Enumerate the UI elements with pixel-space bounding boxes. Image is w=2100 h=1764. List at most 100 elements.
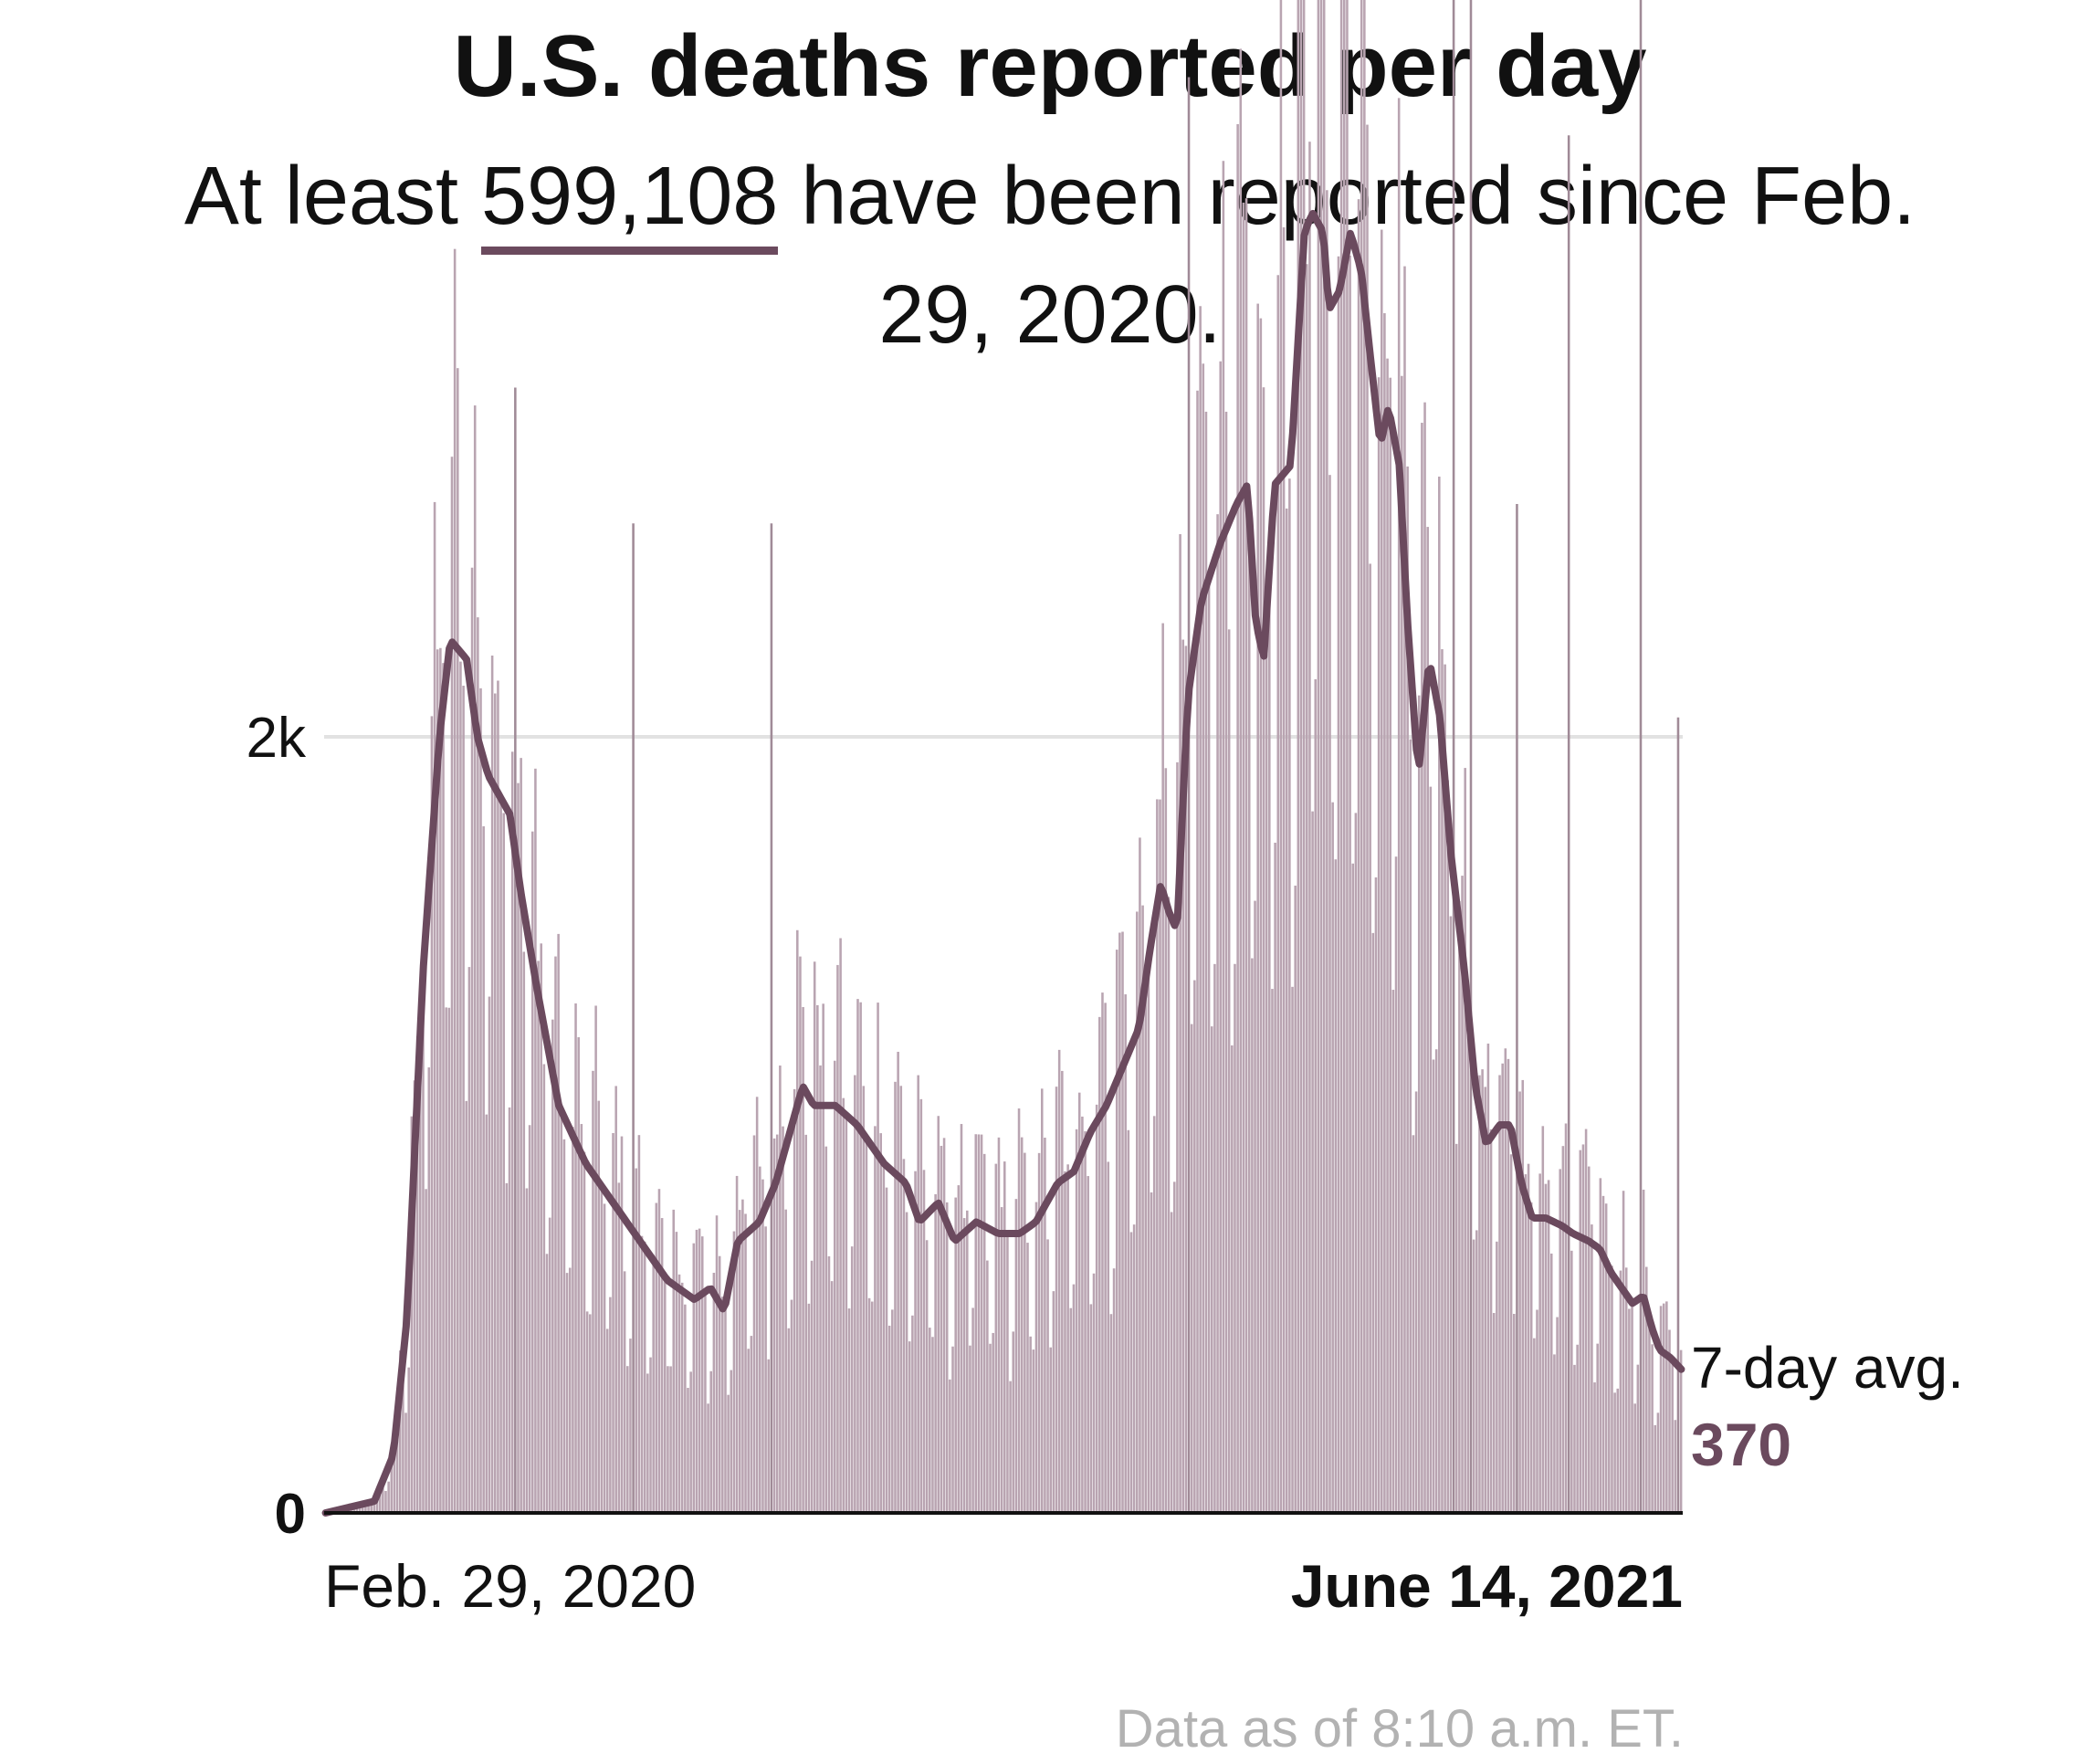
daily-bar xyxy=(459,661,462,1513)
daily-bar xyxy=(1501,1063,1504,1513)
daily-bar xyxy=(589,1314,592,1513)
daily-bar xyxy=(447,1007,451,1513)
daily-bar xyxy=(597,1100,601,1513)
daily-bar xyxy=(1354,813,1358,1513)
daily-bar xyxy=(879,1133,882,1513)
daily-bar xyxy=(1604,1203,1608,1513)
daily-bar xyxy=(1222,161,1225,1514)
daily-bar xyxy=(554,956,557,1513)
daily-bar xyxy=(1136,911,1139,1513)
daily-bar xyxy=(971,1307,974,1513)
daily-bar xyxy=(770,523,773,1513)
daily-bar xyxy=(755,1097,759,1513)
daily-bar xyxy=(427,1067,431,1513)
daily-bar xyxy=(1458,901,1461,1513)
daily-bar xyxy=(929,1328,931,1513)
daily-bar xyxy=(1636,1364,1640,1513)
daily-bar xyxy=(1012,1331,1015,1513)
daily-bar xyxy=(1322,0,1326,1513)
daily-bar xyxy=(845,1113,848,1513)
daily-bar xyxy=(494,693,497,1513)
daily-bar xyxy=(712,1273,716,1513)
daily-bar xyxy=(1282,226,1286,1514)
y-tick-label: 2k xyxy=(247,707,307,770)
daily-bar xyxy=(1161,623,1164,1513)
daily-bar xyxy=(1622,1191,1625,1513)
daily-bar xyxy=(1579,1150,1582,1513)
daily-bar xyxy=(1527,1163,1530,1513)
daily-bar xyxy=(382,1485,384,1513)
daily-bar xyxy=(450,457,454,1514)
daily-bar xyxy=(462,686,465,1513)
daily-bar xyxy=(1489,1129,1493,1513)
daily-bar xyxy=(735,1175,739,1513)
daily-bar xyxy=(1553,1354,1556,1513)
daily-bar xyxy=(1654,1424,1657,1513)
daily-bar xyxy=(951,1346,954,1513)
daily-bar xyxy=(1366,124,1369,1513)
daily-bar xyxy=(1115,950,1118,1513)
daily-bar xyxy=(992,1332,994,1513)
daily-bar xyxy=(473,405,477,1513)
daily-bar xyxy=(997,1137,1001,1513)
daily-bar xyxy=(1288,478,1291,1514)
daily-bar xyxy=(1544,1183,1548,1513)
daily-bar xyxy=(1386,358,1389,1513)
daily-bar xyxy=(782,1126,784,1513)
daily-bar xyxy=(1559,1169,1561,1513)
daily-bar xyxy=(1150,1192,1153,1513)
daily-bar xyxy=(1152,1116,1156,1513)
daily-bar xyxy=(802,1006,804,1513)
daily-bar xyxy=(499,801,502,1513)
daily-bar xyxy=(594,1005,597,1513)
daily-bar xyxy=(1509,1154,1513,1513)
daily-bar xyxy=(1541,1126,1545,1513)
daily-bar xyxy=(865,1140,868,1513)
daily-bar xyxy=(862,1086,866,1513)
daily-bar xyxy=(793,1088,796,1513)
daily-bar xyxy=(1369,563,1371,1514)
daily-bar xyxy=(1265,612,1268,1513)
daily-bar xyxy=(949,1379,951,1513)
daily-bar xyxy=(430,716,434,1513)
daily-bar xyxy=(402,1348,404,1513)
daily-bar xyxy=(922,1170,926,1513)
daily-bar xyxy=(1297,0,1300,1513)
daily-bar xyxy=(1009,1381,1012,1513)
daily-bar xyxy=(453,248,457,1513)
daily-bar xyxy=(655,1202,658,1513)
daily-bar xyxy=(664,1271,667,1513)
daily-bar xyxy=(707,1403,709,1513)
daily-bar xyxy=(528,1125,531,1513)
daily-bar xyxy=(530,831,534,1513)
daily-bar xyxy=(490,656,494,1513)
daily-bar xyxy=(1591,1224,1593,1513)
daily-bar xyxy=(1676,717,1680,1513)
daily-bar xyxy=(772,1138,776,1513)
daily-bar xyxy=(969,1345,971,1513)
daily-bar xyxy=(1032,1349,1035,1513)
daily-bar xyxy=(1331,802,1334,1513)
x-label-end: June 14, 2021 xyxy=(1291,1552,1683,1620)
daily-bar xyxy=(1242,202,1245,1514)
daily-bar xyxy=(1426,527,1429,1513)
daily-bar xyxy=(1475,1230,1478,1513)
daily-bar xyxy=(517,782,520,1513)
daily-bar xyxy=(1481,1069,1484,1513)
daily-bar xyxy=(413,1080,416,1513)
daily-bar xyxy=(1549,1253,1553,1513)
daily-bar xyxy=(652,1255,655,1513)
daily-bar xyxy=(1291,986,1294,1513)
daily-bar xyxy=(534,768,537,1513)
daily-bar xyxy=(1224,411,1228,1514)
daily-bar xyxy=(485,1114,488,1513)
daily-bar xyxy=(1547,1180,1550,1513)
daily-bar xyxy=(1187,77,1191,1513)
daily-bar xyxy=(940,1145,943,1513)
daily-bar xyxy=(1227,629,1231,1513)
daily-bar xyxy=(612,1132,614,1513)
daily-bar xyxy=(1081,1116,1084,1513)
daily-bar xyxy=(1349,255,1351,1514)
y-axis-labels: 02k4k xyxy=(247,707,307,1546)
